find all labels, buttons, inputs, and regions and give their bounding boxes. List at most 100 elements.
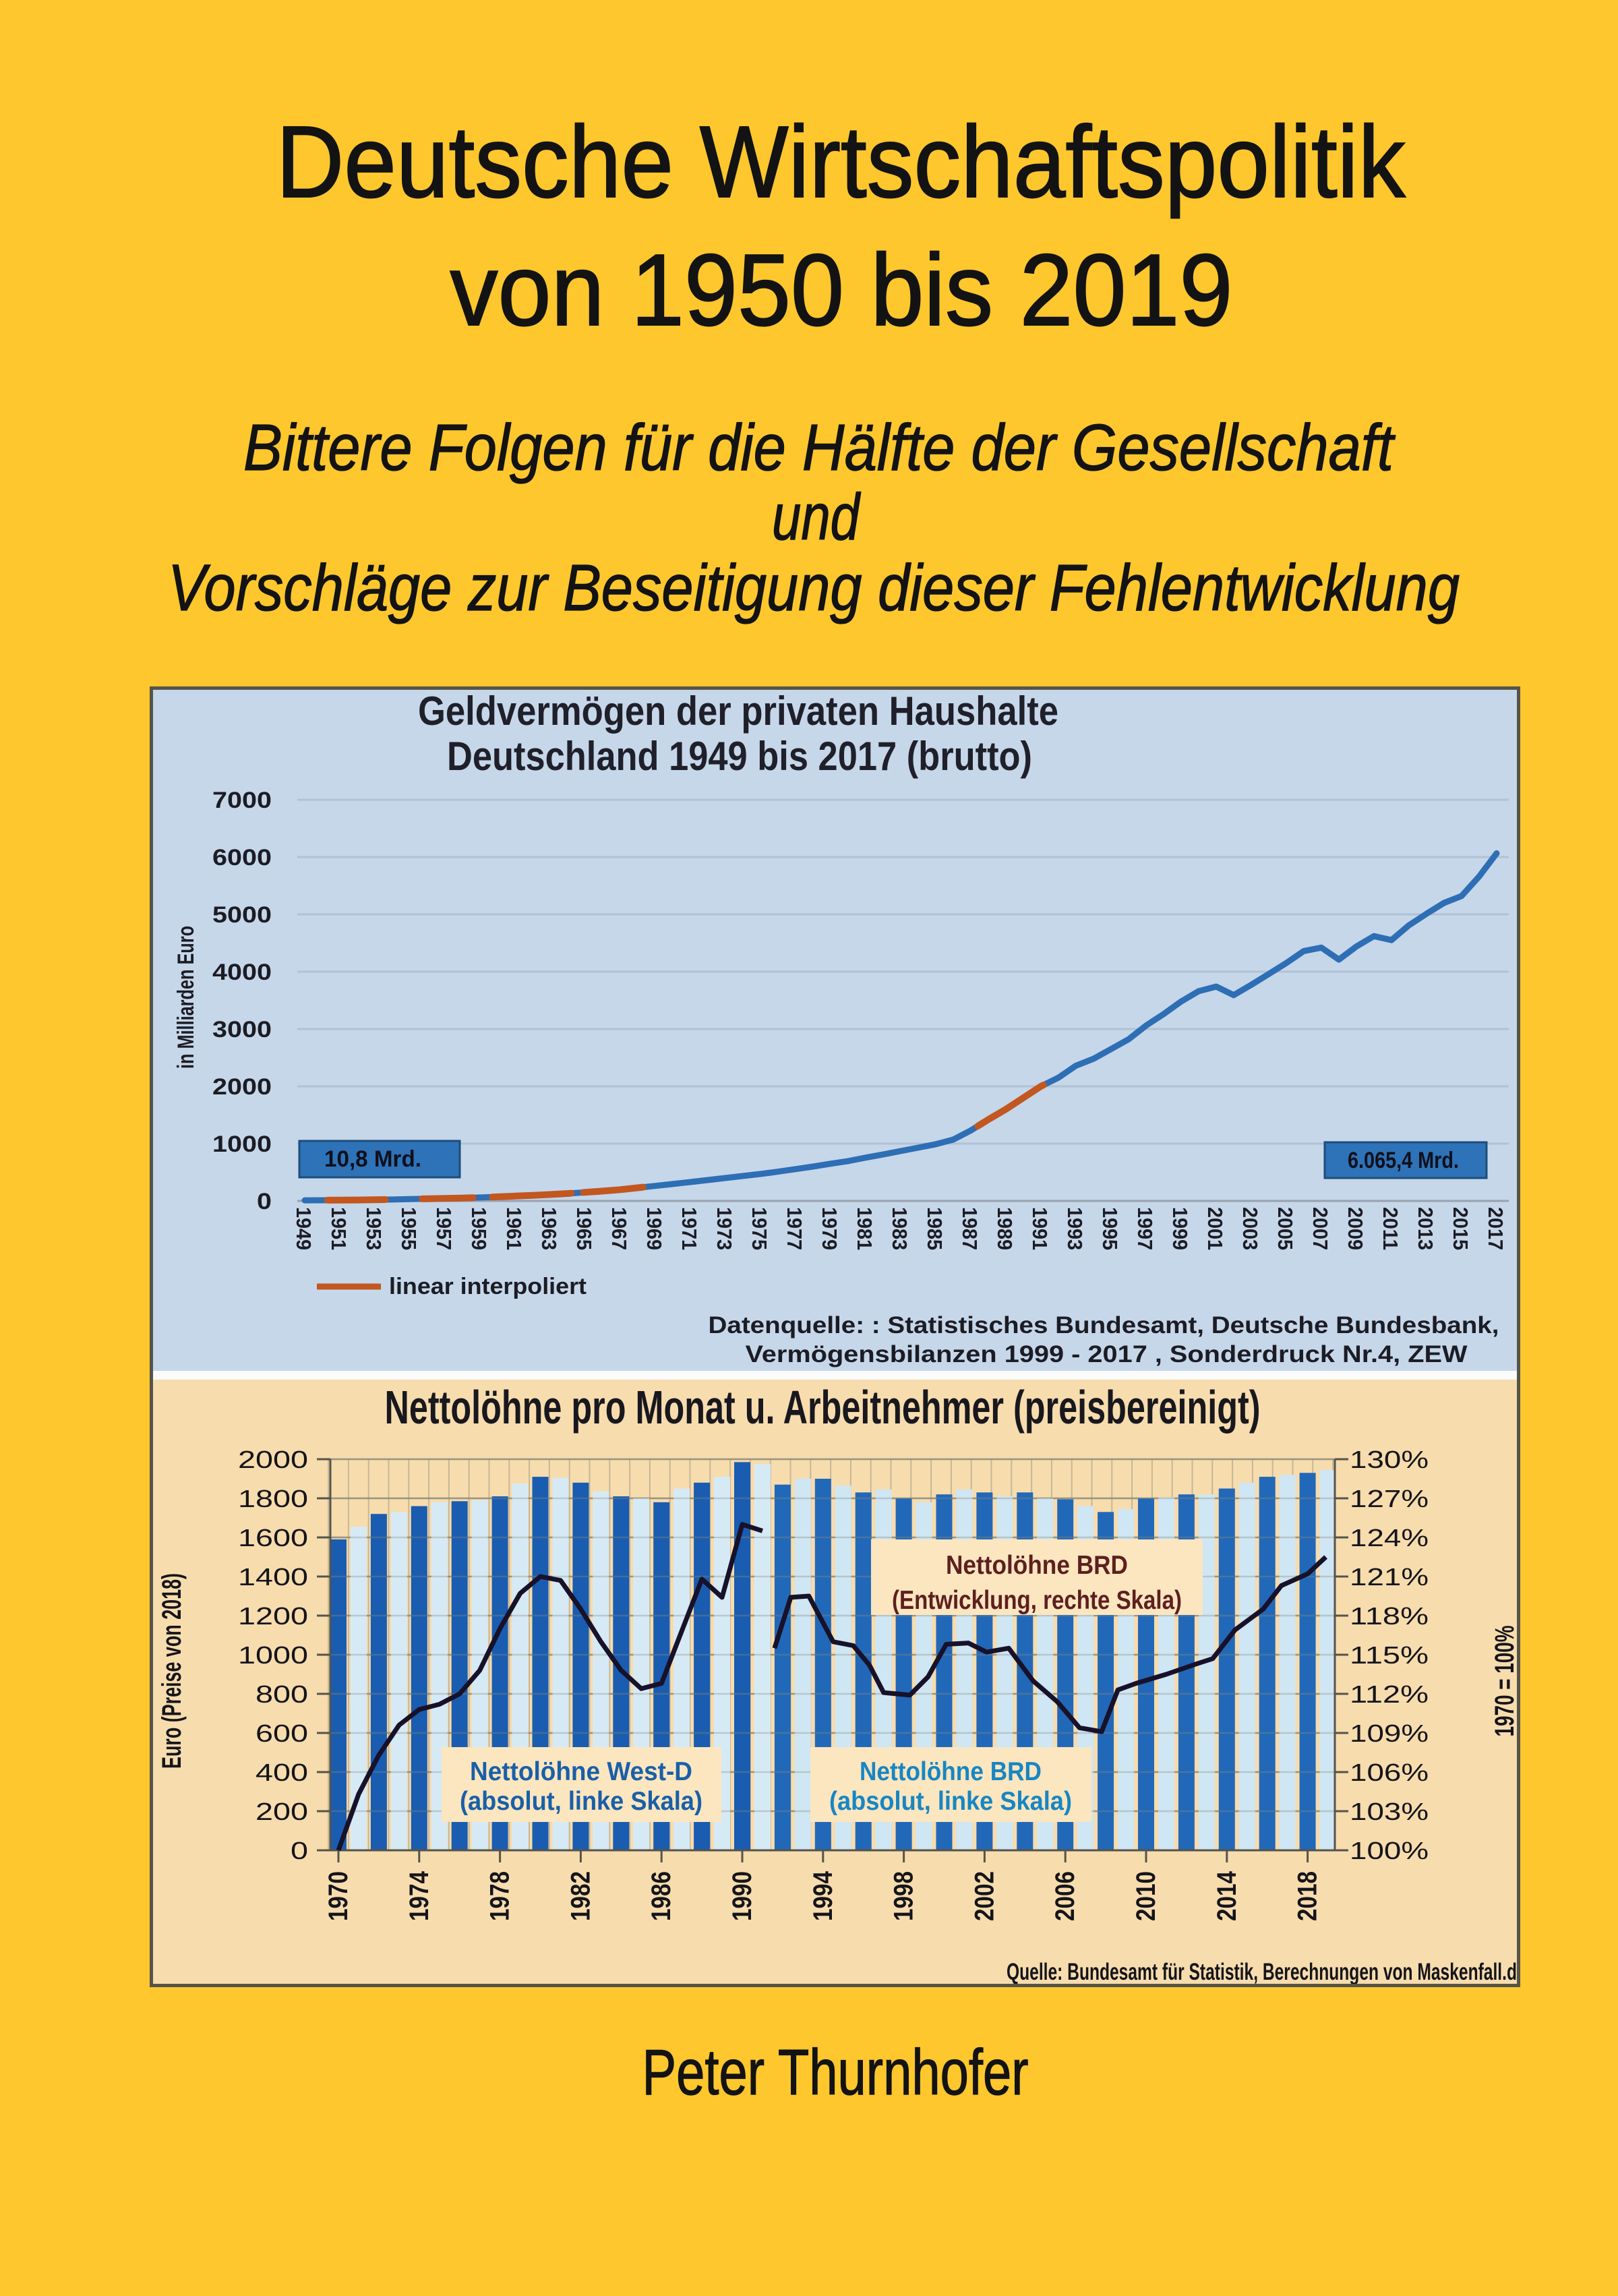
svg-text:1963: 1963 — [537, 1207, 561, 1250]
svg-text:121%: 121% — [1350, 1563, 1429, 1591]
svg-text:1983: 1983 — [888, 1207, 911, 1250]
svg-text:0: 0 — [257, 1189, 272, 1214]
svg-text:7000: 7000 — [212, 788, 272, 813]
svg-text:1998: 1998 — [889, 1871, 919, 1921]
svg-text:800: 800 — [256, 1680, 308, 1708]
svg-text:118%: 118% — [1350, 1602, 1429, 1630]
svg-text:und: und — [772, 480, 861, 554]
svg-text:1986: 1986 — [647, 1871, 676, 1921]
svg-text:1991: 1991 — [1028, 1207, 1052, 1250]
svg-text:1994: 1994 — [808, 1871, 838, 1921]
svg-text:2000: 2000 — [238, 1446, 308, 1473]
svg-text:2013: 2013 — [1414, 1207, 1437, 1250]
svg-text:Vermögensbilanzen 1999 - 2017: Vermögensbilanzen 1999 - 2017 , Sonderdr… — [746, 1341, 1468, 1367]
svg-text:2018: 2018 — [1293, 1871, 1323, 1921]
svg-text:4000: 4000 — [212, 960, 272, 985]
svg-text:1961: 1961 — [502, 1207, 526, 1250]
svg-text:115%: 115% — [1350, 1641, 1429, 1669]
svg-text:1949: 1949 — [292, 1207, 316, 1250]
svg-text:1973: 1973 — [713, 1207, 736, 1250]
svg-text:1400: 1400 — [238, 1563, 308, 1591]
svg-text:Nettolöhne BRD: Nettolöhne BRD — [946, 1551, 1128, 1580]
svg-text:2005: 2005 — [1274, 1207, 1297, 1250]
svg-text:109%: 109% — [1350, 1719, 1429, 1747]
svg-text:1974: 1974 — [404, 1871, 434, 1921]
svg-text:2011: 2011 — [1379, 1207, 1402, 1250]
svg-text:1000: 1000 — [238, 1641, 308, 1669]
svg-text:Nettolöhne pro Monat u. Arbeit: Nettolöhne pro Monat u. Arbeitnehmer (pr… — [385, 1381, 1261, 1434]
svg-text:1967: 1967 — [607, 1207, 631, 1250]
svg-text:1997: 1997 — [1133, 1207, 1157, 1250]
svg-text:1955: 1955 — [397, 1207, 421, 1250]
svg-text:Vorschläge zur Beseitigung die: Vorschläge zur Beseitigung dieser Fehlen… — [168, 551, 1460, 624]
svg-text:1970 = 100%: 1970 = 100% — [1490, 1626, 1520, 1737]
svg-text:Datenquelle: : Statistisches B: Datenquelle: : Statistisches Bundesamt, … — [709, 1312, 1499, 1338]
svg-text:1959: 1959 — [467, 1207, 491, 1250]
svg-text:1978: 1978 — [485, 1871, 515, 1921]
svg-text:1000: 1000 — [212, 1131, 272, 1157]
svg-text:124%: 124% — [1350, 1524, 1429, 1552]
svg-text:2002: 2002 — [969, 1871, 999, 1921]
svg-text:400: 400 — [256, 1759, 308, 1786]
svg-text:106%: 106% — [1350, 1759, 1429, 1786]
svg-text:1985: 1985 — [923, 1207, 947, 1250]
svg-text:1200: 1200 — [238, 1602, 308, 1630]
svg-text:Quelle: Bundesamt für Statisti: Quelle: Bundesamt für Statistik, Berechn… — [1007, 1959, 1517, 1985]
svg-text:1987: 1987 — [958, 1207, 982, 1250]
svg-text:(absolut, linke Skala): (absolut, linke Skala) — [829, 1787, 1072, 1816]
svg-text:2006: 2006 — [1050, 1871, 1080, 1921]
svg-text:2017: 2017 — [1484, 1207, 1507, 1250]
svg-text:von 1950 bis 2019: von 1950 bis 2019 — [450, 233, 1233, 347]
svg-text:2007: 2007 — [1309, 1207, 1332, 1250]
svg-text:1965: 1965 — [572, 1207, 596, 1250]
svg-text:130%: 130% — [1350, 1446, 1429, 1473]
svg-text:2000: 2000 — [212, 1074, 272, 1100]
svg-text:1800: 1800 — [238, 1485, 308, 1512]
svg-text:1975: 1975 — [748, 1207, 771, 1250]
svg-text:1979: 1979 — [818, 1207, 841, 1250]
svg-text:Euro (Preise von 2018): Euro (Preise von 2018) — [157, 1573, 187, 1769]
svg-text:2001: 2001 — [1203, 1207, 1227, 1250]
svg-text:2009: 2009 — [1344, 1207, 1367, 1250]
svg-text:200: 200 — [256, 1798, 308, 1825]
svg-text:1970: 1970 — [324, 1871, 353, 1921]
svg-text:1953: 1953 — [362, 1207, 386, 1250]
svg-text:1989: 1989 — [993, 1207, 1017, 1250]
svg-text:5000: 5000 — [212, 902, 272, 928]
svg-text:1982: 1982 — [566, 1871, 595, 1921]
svg-text:1951: 1951 — [327, 1207, 351, 1250]
svg-text:6000: 6000 — [212, 845, 272, 871]
svg-text:linear interpoliert: linear interpoliert — [389, 1274, 587, 1299]
svg-text:Nettolöhne West-D: Nettolöhne West-D — [470, 1757, 692, 1786]
svg-text:Deutschland 1949 bis 2017 (bru: Deutschland 1949 bis 2017 (brutto) — [447, 734, 1032, 779]
svg-text:2014: 2014 — [1212, 1871, 1242, 1921]
svg-text:Bittere Folgen für die Hälfte: Bittere Folgen für die Hälfte der Gesell… — [243, 411, 1396, 484]
svg-text:1981: 1981 — [853, 1207, 876, 1250]
svg-text:1969: 1969 — [642, 1207, 666, 1250]
svg-text:(absolut, linke Skala): (absolut, linke Skala) — [460, 1787, 702, 1816]
svg-text:2010: 2010 — [1131, 1871, 1161, 1921]
svg-text:1971: 1971 — [678, 1207, 701, 1250]
svg-text:127%: 127% — [1350, 1485, 1429, 1512]
svg-text:1990: 1990 — [727, 1871, 757, 1921]
svg-text:(Entwicklung, rechte Skala): (Entwicklung, rechte Skala) — [892, 1586, 1182, 1615]
svg-text:3000: 3000 — [212, 1017, 272, 1042]
svg-text:2015: 2015 — [1449, 1207, 1472, 1250]
svg-text:1977: 1977 — [783, 1207, 806, 1250]
svg-text:1957: 1957 — [432, 1207, 456, 1250]
svg-text:1999: 1999 — [1168, 1207, 1192, 1250]
svg-text:0: 0 — [291, 1837, 308, 1864]
svg-text:in Milliarden Euro: in Milliarden Euro — [173, 926, 199, 1069]
svg-text:Geldvermögen der privaten Haus: Geldvermögen der privaten Haushalte — [418, 688, 1058, 734]
svg-text:Peter Thurnhofer: Peter Thurnhofer — [642, 2036, 1029, 2109]
svg-text:1993: 1993 — [1063, 1207, 1087, 1250]
svg-text:103%: 103% — [1350, 1798, 1429, 1825]
svg-text:112%: 112% — [1350, 1680, 1429, 1708]
svg-text:Nettolöhne BRD: Nettolöhne BRD — [860, 1757, 1042, 1786]
svg-text:6.065,4 Mrd.: 6.065,4 Mrd. — [1348, 1148, 1459, 1173]
svg-text:100%: 100% — [1350, 1837, 1429, 1864]
svg-text:Deutsche Wirtschaftspolitik: Deutsche Wirtschaftspolitik — [276, 105, 1406, 218]
svg-text:600: 600 — [256, 1719, 308, 1747]
svg-text:2003: 2003 — [1238, 1207, 1262, 1250]
svg-text:1995: 1995 — [1098, 1207, 1122, 1250]
